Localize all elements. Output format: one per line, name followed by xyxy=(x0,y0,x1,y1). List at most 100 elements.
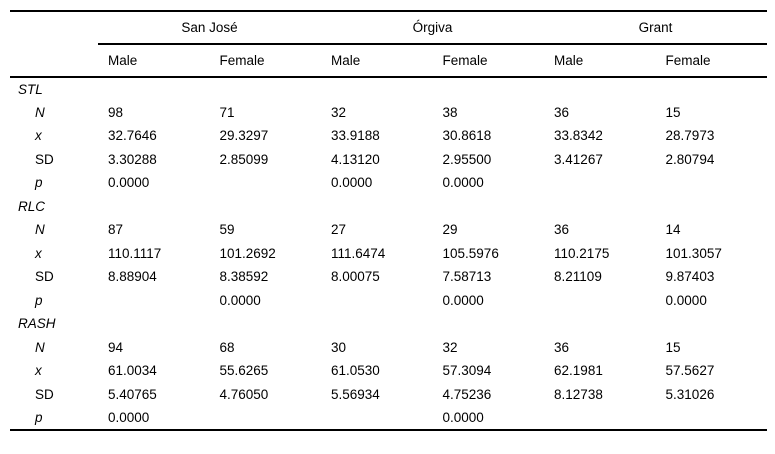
cell-value xyxy=(655,406,768,431)
cell-value: 32 xyxy=(442,339,458,355)
cell-value: 8.21109 xyxy=(554,269,602,285)
cell-value: 110.2175 xyxy=(554,245,610,261)
cell-value: 36 xyxy=(554,222,570,238)
cell-value: 15 xyxy=(665,339,681,355)
blank-header-cell xyxy=(10,44,98,78)
cell-value: 30.8618 xyxy=(442,128,492,144)
cell-value xyxy=(98,289,210,313)
cell-value: 101.2692 xyxy=(219,245,276,261)
cell-value: 3.41267 xyxy=(554,151,603,167)
row-label: p xyxy=(35,292,43,308)
cell-value: 0.0000 xyxy=(331,175,373,191)
descriptive-statistics-table: San José Órgiva Grant Male Female Male F… xyxy=(10,10,768,431)
cell-value xyxy=(544,171,656,195)
table-row: N 98 71 32 38 36 15 xyxy=(10,101,767,125)
col-header-sanjose-male: Male xyxy=(98,44,210,78)
cell-value: 28.7973 xyxy=(665,128,715,144)
cell-value: 5.40765 xyxy=(108,386,157,402)
cell-value: 8.38592 xyxy=(219,269,269,285)
cell-value: 5.56934 xyxy=(331,386,380,402)
group-header-orgiva: Órgiva xyxy=(321,10,545,45)
cell-value: 61.0530 xyxy=(331,363,380,379)
cell-value: 38 xyxy=(442,104,458,120)
cell-value: 8.00075 xyxy=(331,269,380,285)
cell-value: 27 xyxy=(331,222,347,238)
cell-value: 2.95500 xyxy=(442,151,492,167)
cell-value: 0.0000 xyxy=(432,406,545,431)
col-header-sanjose-female: Female xyxy=(209,44,322,78)
cell-value: 32.7646 xyxy=(108,128,157,144)
row-label: p xyxy=(10,406,98,431)
table-row: N 87 59 27 29 36 14 xyxy=(10,218,767,242)
row-label: x xyxy=(35,128,42,144)
cell-value xyxy=(544,289,656,313)
cell-value: 57.5627 xyxy=(665,363,715,379)
cell-value: 0.0000 xyxy=(665,292,707,308)
table-row: p 0.0000 0.0000 0.0000 xyxy=(10,289,767,313)
cell-value: 36 xyxy=(554,104,570,120)
cell-value: 61.0034 xyxy=(108,363,157,379)
corner-cell xyxy=(10,10,98,44)
cell-value: 8.12738 xyxy=(554,386,603,402)
table-row: p 0.0000 0.0000 xyxy=(10,406,768,431)
cell-value: 2.80794 xyxy=(665,151,715,167)
row-label: x xyxy=(35,245,42,261)
row-label: N xyxy=(35,339,45,355)
cell-value: 71 xyxy=(219,104,235,120)
group-header-san-jose: San José xyxy=(98,10,322,45)
table-row: SD 5.40765 4.76050 5.56934 4.75236 8.12738 5.3… xyxy=(10,383,767,407)
cell-value: 33.8342 xyxy=(554,128,603,144)
cell-value: 33.9188 xyxy=(331,128,380,144)
table-row: x 32.7646 29.3297 33.9188 30.8618 33.8342 28.7… xyxy=(10,124,767,148)
cell-value: 8.88904 xyxy=(108,269,157,285)
section-header-row: RLC xyxy=(10,195,767,219)
section-header-row: STL xyxy=(10,77,767,101)
cell-value: 32 xyxy=(331,104,347,120)
section-label: RASH xyxy=(18,316,56,332)
table-row: x 61.0034 55.6265 61.0530 57.3094 62.1981 57.5… xyxy=(10,359,767,383)
row-label: SD xyxy=(35,386,54,402)
table-row: x 110.1117 101.2692 111.6474 105.5976 110.217… xyxy=(10,242,767,266)
col-header-grant-male: Male xyxy=(544,44,656,78)
cell-value: 0.0000 xyxy=(442,175,484,191)
cell-value: 111.6474 xyxy=(331,245,386,261)
cell-value xyxy=(210,171,322,195)
cell-value: 9.87403 xyxy=(665,269,715,285)
cell-value: 3.30288 xyxy=(108,151,157,167)
cell-value: 29.3297 xyxy=(219,128,269,144)
stats-table-page: San José Órgiva Grant Male Female Male F… xyxy=(0,10,775,454)
col-header-grant-female: Female xyxy=(655,44,768,78)
section-header-row: RASH xyxy=(10,312,767,336)
cell-value: 105.5976 xyxy=(442,245,499,261)
cell-value: 59 xyxy=(219,222,235,238)
cell-value: 87 xyxy=(108,222,124,238)
table-row: SD 3.30288 2.85099 4.13120 2.95500 3.41267 2.8… xyxy=(10,148,767,172)
cell-value: 110.1117 xyxy=(108,245,162,261)
cell-value: 36 xyxy=(554,339,570,355)
section-label: STL xyxy=(18,81,43,97)
row-label: SD xyxy=(35,269,54,285)
cell-value: 5.31026 xyxy=(665,386,715,402)
cell-value: 68 xyxy=(219,339,235,355)
cell-value: 15 xyxy=(665,104,681,120)
table-row: SD 8.88904 8.38592 8.00075 7.58713 8.21109 9.8… xyxy=(10,265,767,289)
cell-value: 0.0000 xyxy=(442,292,484,308)
row-label: N xyxy=(35,222,45,238)
cell-value: 98 xyxy=(108,104,124,120)
cell-value: 2.85099 xyxy=(219,151,269,167)
cell-value: 0.0000 xyxy=(108,175,150,191)
cell-value: 94 xyxy=(108,339,124,355)
cell-value: 14 xyxy=(665,222,681,238)
group-header-grant: Grant xyxy=(544,10,768,45)
col-header-orgiva-female: Female xyxy=(432,44,545,78)
cell-value: 0.0000 xyxy=(219,292,261,308)
cell-value: 29 xyxy=(442,222,458,238)
row-label: p xyxy=(35,175,43,191)
table-row: N 94 68 30 32 36 15 xyxy=(10,336,767,360)
cell-value: 4.75236 xyxy=(442,386,492,402)
cell-value xyxy=(209,406,322,431)
cell-value: 4.76050 xyxy=(219,386,269,402)
cell-value xyxy=(321,406,433,431)
cell-value: 57.3094 xyxy=(442,363,492,379)
section-label: RLC xyxy=(18,198,46,214)
